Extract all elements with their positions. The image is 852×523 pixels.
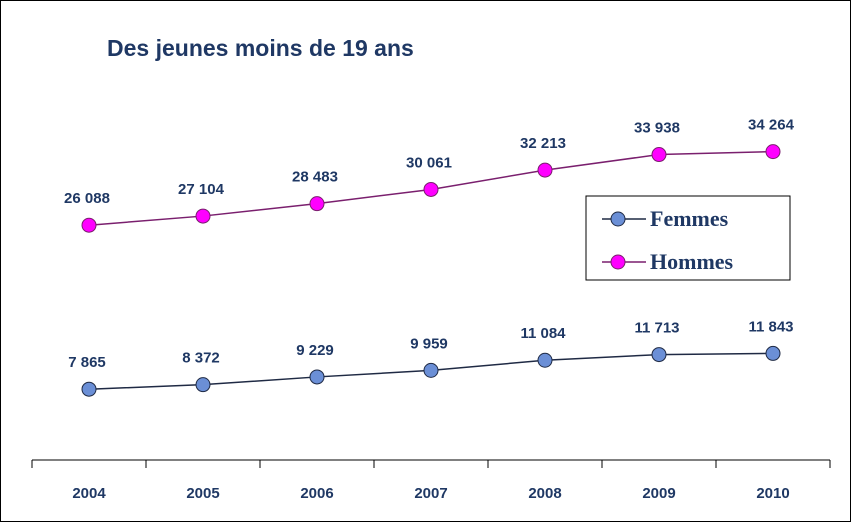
data-label: 9 959	[410, 335, 448, 352]
x-tick-label: 2005	[186, 485, 219, 502]
data-label: 11 843	[748, 318, 793, 335]
data-point	[195, 377, 211, 393]
data-label: 27 104	[178, 181, 225, 198]
data-point	[81, 381, 97, 397]
data-label: 34 264	[748, 117, 795, 134]
data-label: 8 372	[182, 350, 220, 367]
legend-label: Hommes	[650, 249, 734, 274]
chart-title: Des jeunes moins de 19 ans	[107, 35, 414, 61]
data-point	[537, 352, 553, 368]
legend-marker	[610, 211, 626, 227]
data-point	[81, 217, 97, 233]
data-point	[651, 347, 667, 363]
data-point	[651, 147, 667, 163]
data-point	[195, 208, 211, 224]
x-tick-label: 2007	[414, 485, 447, 502]
x-tick-label: 2010	[756, 485, 789, 502]
x-tick-label: 2008	[528, 485, 561, 502]
x-tick-label: 2004	[72, 485, 106, 502]
data-label: 28 483	[292, 169, 338, 186]
data-label: 26 088	[64, 190, 110, 207]
data-point	[423, 362, 439, 378]
data-point	[765, 345, 781, 361]
data-label: 11 713	[634, 320, 679, 337]
data-label: 7 865	[68, 354, 106, 371]
data-label: 30 061	[406, 154, 452, 171]
data-point	[423, 181, 439, 197]
data-point	[765, 144, 781, 160]
data-point	[309, 196, 325, 212]
data-label: 11 084	[520, 325, 566, 342]
data-label: 33 938	[634, 120, 680, 137]
x-tick-label: 2006	[300, 485, 333, 502]
x-tick-label: 2009	[642, 485, 675, 502]
data-point	[537, 162, 553, 178]
legend-label: Femmes	[650, 206, 729, 231]
data-label: 32 213	[520, 135, 566, 152]
data-label: 9 229	[296, 342, 334, 359]
data-point	[309, 369, 325, 385]
legend-marker	[610, 254, 626, 270]
